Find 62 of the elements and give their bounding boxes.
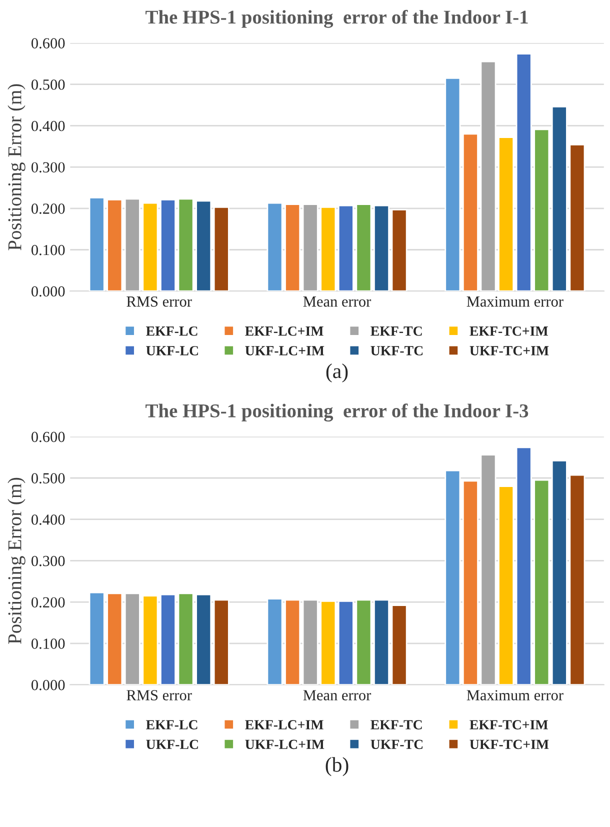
y-axis-title: Positioning Error (m) <box>8 478 26 644</box>
y-tick-label: 0.400 <box>31 120 65 132</box>
y-tick-label: 0.400 <box>31 514 65 525</box>
y-tick-label: 0.000 <box>31 286 65 297</box>
y-tick-label: 0.100 <box>31 244 65 256</box>
legend-label: UKF-LC <box>146 346 198 356</box>
bar <box>391 604 408 685</box>
text: (b) <box>326 757 348 776</box>
bar <box>444 77 461 292</box>
bar <box>462 133 478 292</box>
bar <box>284 599 301 685</box>
bar <box>374 204 390 292</box>
y-tick-label: 0.300 <box>31 162 65 173</box>
x-tick-label: Maximum error <box>466 690 564 700</box>
bar <box>160 199 176 292</box>
legend-label: UKF-TC <box>370 740 423 750</box>
legend-label: EKF-LC <box>146 720 198 730</box>
legend-label: UKF-TC+IM <box>470 346 549 356</box>
y-tick-label: 0.300 <box>31 556 65 566</box>
bar <box>480 454 496 685</box>
y-tick-label: 0.500 <box>31 473 65 484</box>
x-tick-label: RMS error <box>126 296 192 307</box>
legend-label: UKF-TC <box>370 346 423 356</box>
legend-label: EKF-LC <box>146 326 198 336</box>
bar <box>213 206 230 292</box>
y-tick-label: 0.600 <box>31 38 65 49</box>
bar <box>374 599 390 685</box>
chart-title: The HPS-1 positioning error of the Indoor I-3 <box>146 404 528 422</box>
y-tick-label: 0.600 <box>31 432 65 442</box>
chart-title: The HPS-1 positioning error of the Indoor I-1 <box>146 10 528 28</box>
legend-label: EKF-LC+IM <box>245 720 324 730</box>
legend-label: UKF-LC+IM <box>245 740 324 750</box>
y-tick-label: 0.200 <box>31 597 65 608</box>
y-tick-label: 0.000 <box>31 680 65 690</box>
bar <box>391 208 408 292</box>
bar <box>213 599 230 685</box>
bar <box>284 204 301 292</box>
legend-label: EKF-TC+IM <box>470 326 548 336</box>
legend-label: EKF-TC+IM <box>470 720 548 730</box>
x-tick-label: Mean error <box>303 690 372 700</box>
bar <box>266 598 283 685</box>
bar <box>266 202 283 292</box>
bar <box>480 60 496 292</box>
y-tick-label: 0.500 <box>31 79 65 90</box>
legend-label: EKF-LC+IM <box>245 326 324 336</box>
x-tick-label: Maximum error <box>466 296 564 307</box>
bar <box>444 470 461 685</box>
legend-label: UKF-LC <box>146 740 198 750</box>
x-tick-label: Mean error <box>303 296 372 307</box>
legend-label: EKF-TC <box>370 326 422 336</box>
legend-label: UKF-TC+IM <box>470 740 549 750</box>
legend-label: UKF-LC+IM <box>245 346 324 356</box>
x-tick-label: RMS error <box>126 690 192 700</box>
legend-label: EKF-TC <box>370 720 422 730</box>
y-tick-label: 0.100 <box>31 638 65 649</box>
y-tick-label: 0.200 <box>31 204 65 214</box>
text: (a) <box>326 364 348 382</box>
bar <box>498 136 514 292</box>
bar <box>498 486 514 685</box>
bar <box>160 594 176 685</box>
bar <box>462 480 478 685</box>
y-axis-title: Positioning Error (m) <box>8 84 26 250</box>
